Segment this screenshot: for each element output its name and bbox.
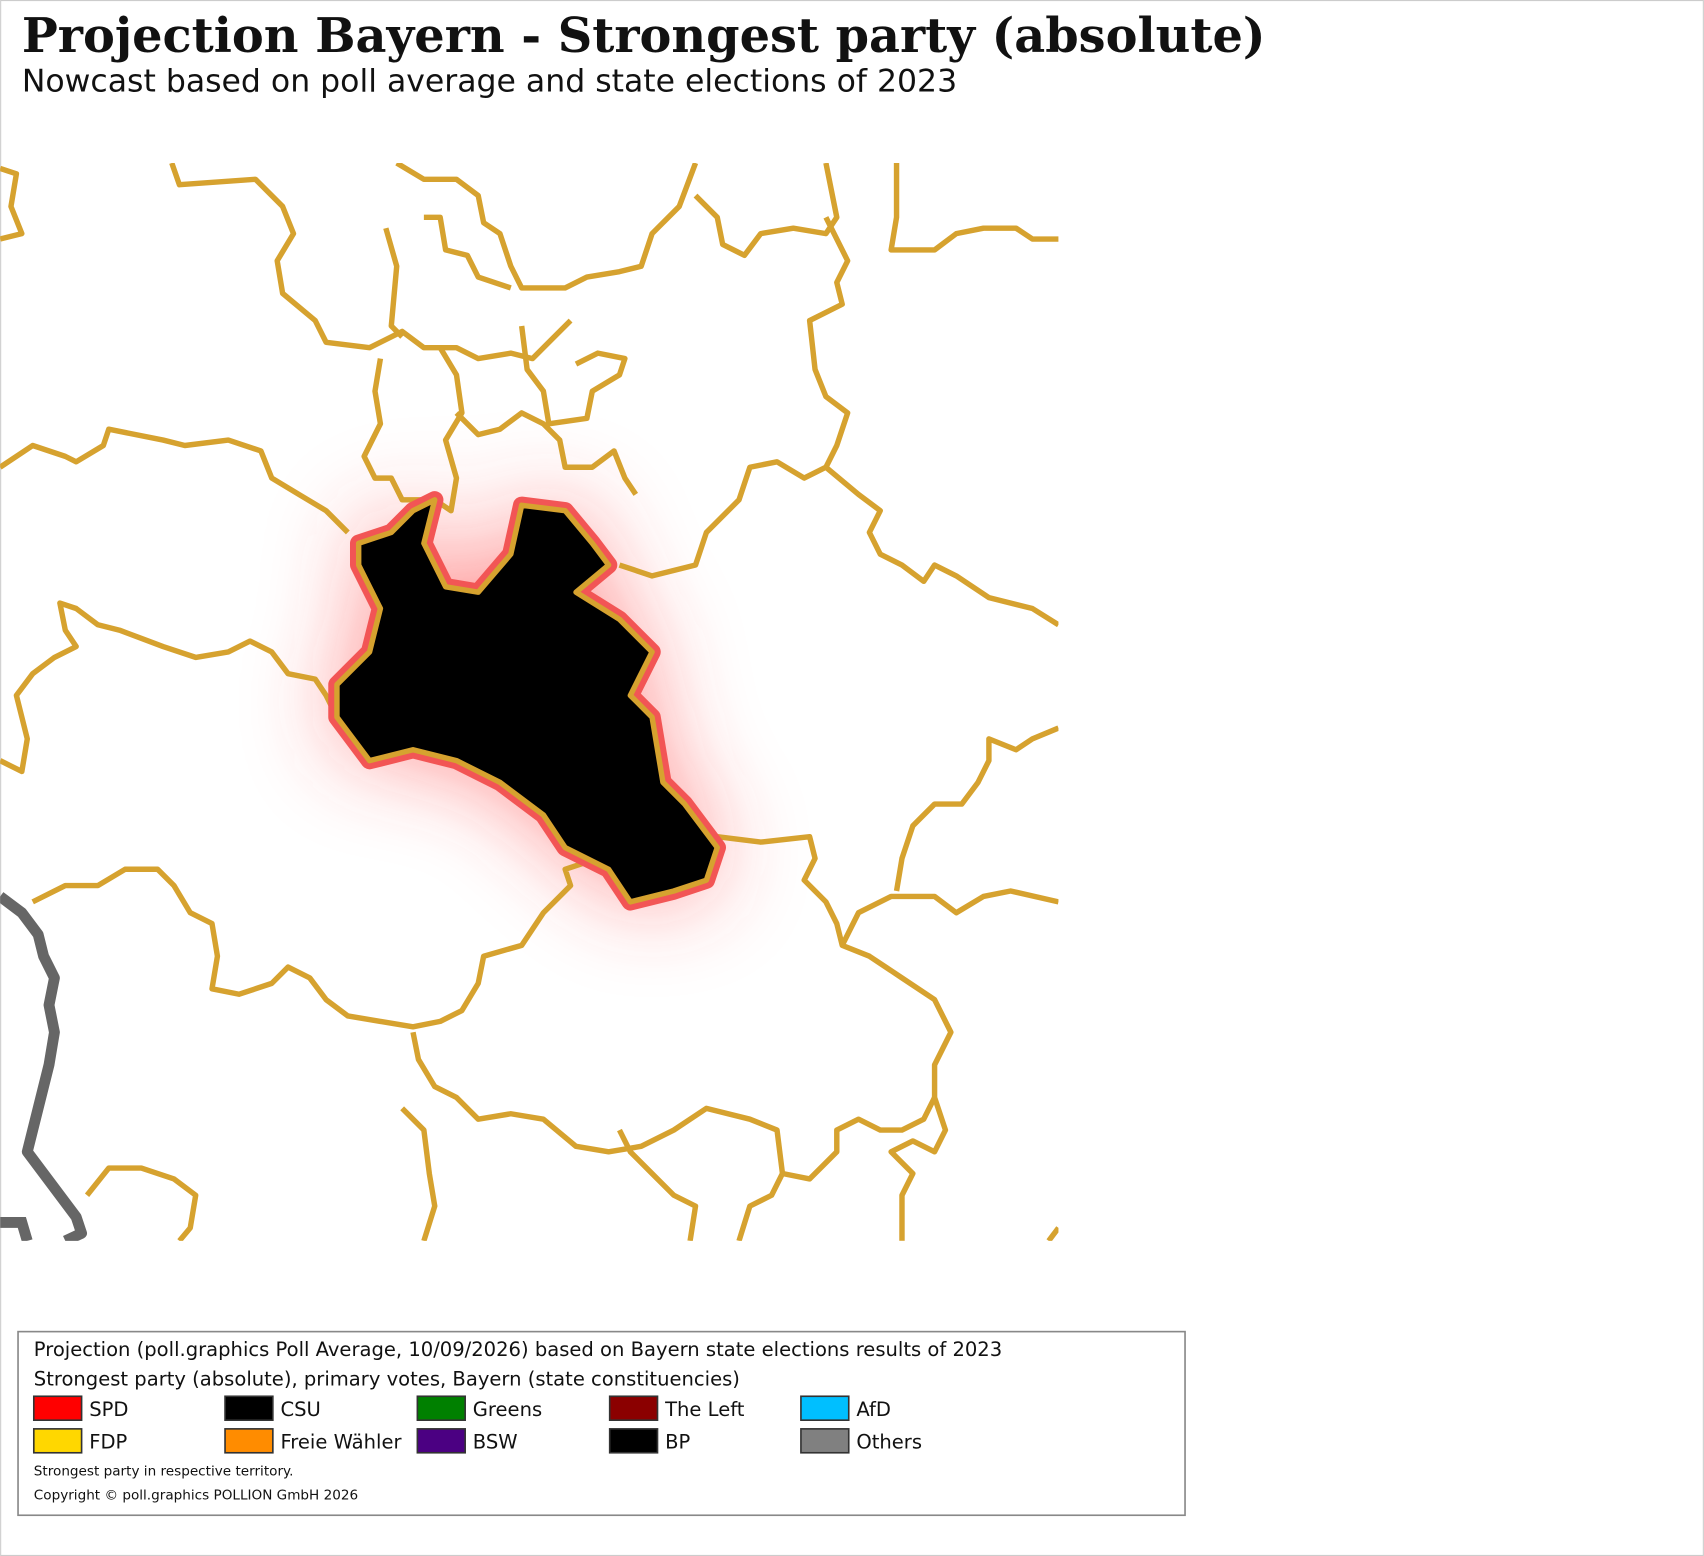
title: Projection Bayern - Strongest party (abs…	[22, 8, 1266, 64]
legend-swatch	[416, 1395, 466, 1421]
legend: Projection (poll.graphics Poll Average, …	[17, 1330, 1186, 1517]
legend-description: Strongest party (absolute), primary vote…	[34, 1367, 740, 1390]
legend-swatch	[224, 1428, 274, 1454]
legend-label: Greens	[473, 1398, 542, 1421]
legend-label: SPD	[89, 1398, 128, 1421]
legend-label: Others	[856, 1430, 922, 1453]
legend-swatch	[800, 1395, 850, 1421]
legend-swatch	[416, 1428, 466, 1454]
legend-label: FDP	[89, 1430, 127, 1453]
legend-swatch	[32, 1395, 83, 1421]
legend-label: AfD	[856, 1398, 891, 1421]
strongest-region-border	[334, 497, 720, 905]
legend-source: Projection (poll.graphics Poll Average, …	[34, 1338, 1002, 1361]
map	[0, 162, 1059, 1241]
legend-label: Freie Wähler	[280, 1430, 402, 1453]
legend-swatch	[608, 1395, 659, 1421]
legend-label: BSW	[473, 1430, 518, 1453]
legend-box	[17, 1330, 1186, 1517]
legend-swatch	[32, 1428, 83, 1454]
copyright: Copyright © poll.graphics POLLION GmbH 2…	[34, 1487, 358, 1503]
legend-label: BP	[665, 1430, 690, 1453]
legend-label: CSU	[280, 1398, 320, 1421]
legend-note: Strongest party in respective territory.	[34, 1464, 294, 1480]
legend-swatch	[608, 1428, 659, 1454]
legend-swatch	[224, 1395, 274, 1421]
subtitle: Nowcast based on poll average and state …	[22, 63, 957, 99]
legend-swatch	[800, 1428, 850, 1454]
legend-label: The Left	[664, 1398, 745, 1421]
